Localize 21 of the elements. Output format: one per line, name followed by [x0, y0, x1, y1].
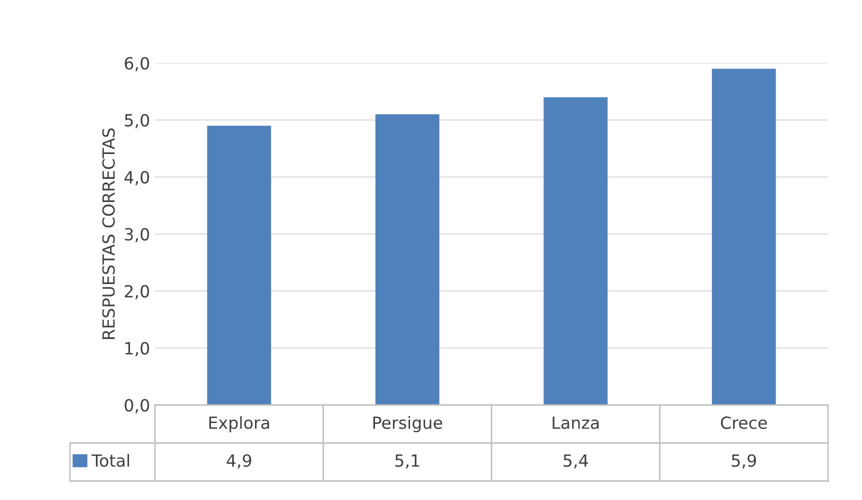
x-tick-label: Persigue [373, 416, 442, 432]
bar [375, 114, 440, 405]
y-tick-label: 1,0 [125, 342, 150, 356]
y-tick-label: 0,0 [124, 398, 150, 414]
legend-label: Total [92, 454, 130, 467]
x-tick-label: Crece [720, 416, 767, 430]
bar [712, 68, 776, 405]
data-label: 5,4 [564, 454, 588, 469]
y-axis-title: RESPUESTAS CORRECTAS [102, 128, 115, 339]
data-label: 5,9 [732, 454, 756, 469]
data-label: 4,9 [226, 454, 252, 469]
bar [207, 126, 272, 405]
bar [544, 97, 608, 405]
y-tick-label: 5,0 [124, 114, 150, 128]
x-tick-label: Lanza [552, 416, 599, 430]
y-tick-label: 3,0 [124, 228, 150, 242]
y-tick-label: 6,0 [124, 56, 150, 72]
y-tick-label: 4,0 [124, 170, 150, 186]
x-tick-label: Explora [209, 416, 270, 432]
data-label: 5,1 [395, 454, 420, 469]
y-tick-label: 2,0 [124, 284, 150, 300]
